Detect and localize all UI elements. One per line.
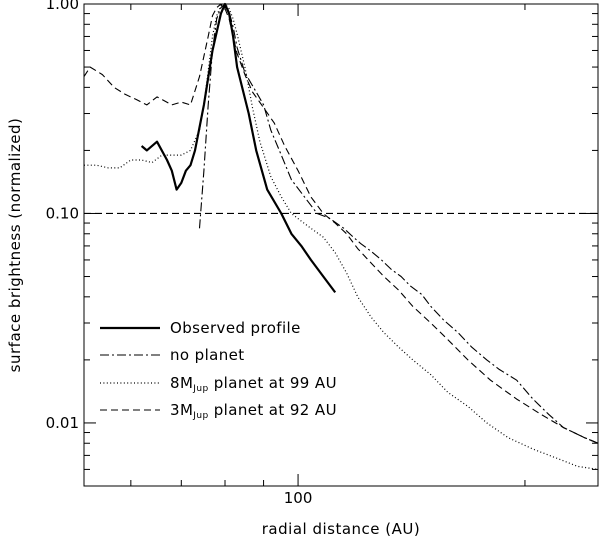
y-tick-label: 0.10 bbox=[46, 204, 79, 222]
plot-frame bbox=[83, 3, 599, 487]
plot-area bbox=[83, 2, 599, 487]
y-tick-label: 1.00 bbox=[46, 0, 79, 13]
series-line-dashdot bbox=[198, 3, 599, 444]
tick-labels: 1.00 0.10 0.01 100 bbox=[46, 0, 313, 507]
y-axis-label: surface brightness (normalized) bbox=[6, 118, 24, 373]
legend-label: 3MJup planet at 92 AU bbox=[170, 401, 337, 421]
series-line-dotted bbox=[84, 3, 599, 470]
series-line-dashed bbox=[83, 3, 599, 444]
legend-label: 8MJup planet at 99 AU bbox=[170, 374, 337, 394]
y-tick-label: 0.01 bbox=[46, 414, 79, 432]
x-tick-label: 100 bbox=[284, 489, 313, 507]
legend-label: Observed profile bbox=[170, 319, 301, 337]
series-layer bbox=[83, 2, 599, 470]
legend: Observed profile no planet 8MJup planet at… bbox=[100, 319, 337, 421]
series-line-solid bbox=[140, 2, 337, 294]
legend-label: no planet bbox=[170, 346, 245, 364]
axis-ticks bbox=[84, 3, 598, 487]
x-axis-label: radial distance (AU) bbox=[262, 520, 420, 538]
